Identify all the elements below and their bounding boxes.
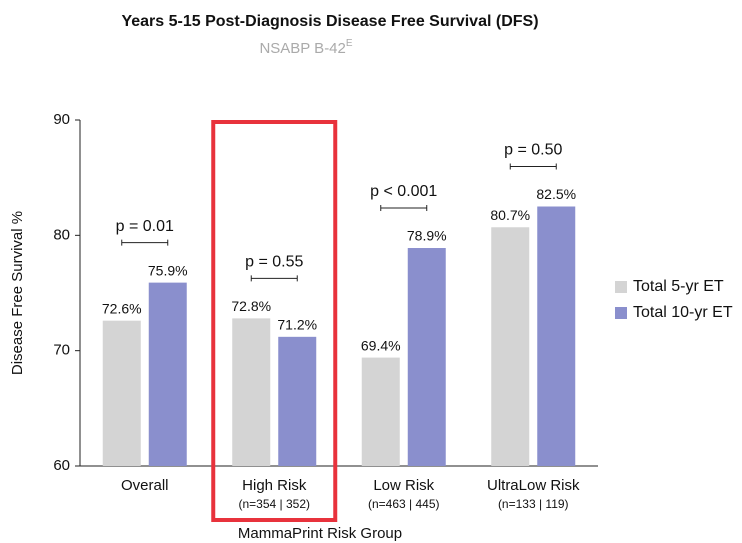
bar <box>407 248 446 466</box>
y-axis-title: Disease Free Survival % <box>9 211 26 375</box>
x-tick-label: Overall <box>121 477 169 494</box>
x-tick-label: UltraLow Risk <box>487 477 580 494</box>
value-label: 72.6% <box>102 300 142 316</box>
value-label: 82.5% <box>536 186 576 202</box>
x-tick-label: Low Risk <box>373 477 434 494</box>
y-tick-label: 70 <box>53 342 70 359</box>
value-label: 72.8% <box>231 298 271 314</box>
value-label: 80.7% <box>490 207 530 223</box>
bar <box>491 227 530 466</box>
x-tick-label: High Risk <box>242 477 307 494</box>
x-tick-sublabel: (n=463 | 445) <box>368 497 440 511</box>
bar <box>102 320 141 466</box>
x-tick-sublabel: (n=133 | 119) <box>498 497 569 511</box>
value-label: 75.9% <box>148 262 188 278</box>
highlight-box <box>211 120 338 522</box>
bar <box>232 318 271 466</box>
legend-label: Total 5-yr ET <box>633 278 724 295</box>
bar <box>361 357 400 466</box>
bar <box>278 336 317 466</box>
value-label: 78.9% <box>407 228 447 244</box>
legend-swatch <box>615 307 627 319</box>
p-value: p < 0.001 <box>370 183 437 200</box>
y-tick-label: 60 <box>53 457 70 474</box>
bar <box>148 282 187 466</box>
chart-subtitle: NSABP B-42E <box>259 38 352 57</box>
value-label: 71.2% <box>277 317 317 333</box>
subtitle-text: NSABP B-42 <box>259 40 345 57</box>
value-label: 69.4% <box>361 337 401 353</box>
x-axis-title: MammaPrint Risk Group <box>238 525 402 542</box>
subtitle-superscript: E <box>346 38 353 49</box>
y-tick-label: 90 <box>53 111 70 128</box>
y-tick-label: 80 <box>53 226 70 243</box>
legend-swatch <box>615 281 627 293</box>
p-value: p = 0.50 <box>504 142 562 159</box>
chart-title: Years 5-15 Post-Diagnosis Disease Free S… <box>121 13 538 30</box>
legend-label: Total 10-yr ET <box>633 304 733 321</box>
bar <box>537 206 576 466</box>
p-value: p = 0.01 <box>116 218 174 235</box>
x-tick-sublabel: (n=354 | 352) <box>238 497 310 511</box>
p-value: p = 0.55 <box>245 254 303 271</box>
